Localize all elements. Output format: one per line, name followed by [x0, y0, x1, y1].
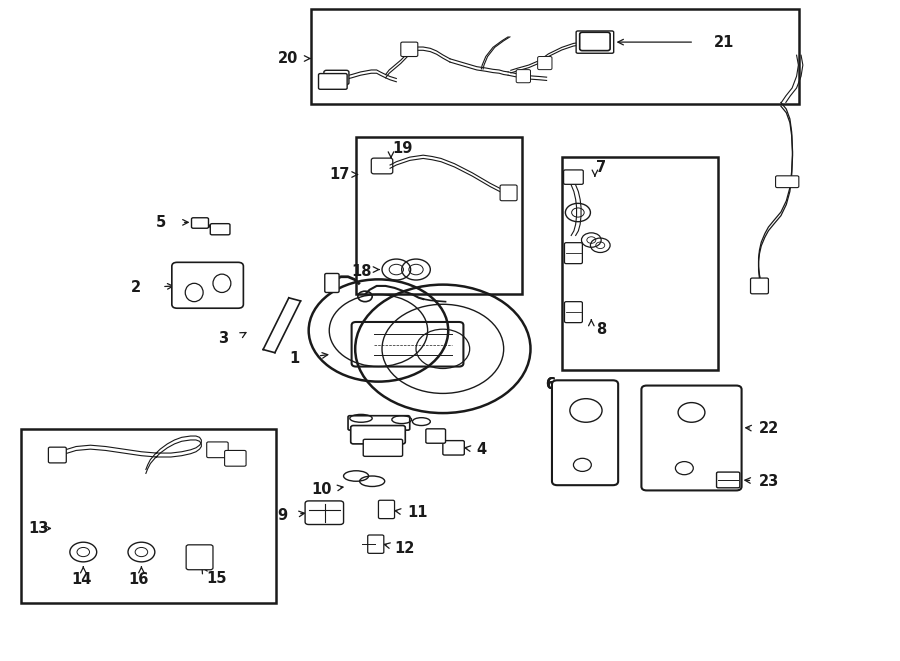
Text: 15: 15: [207, 570, 227, 586]
FancyBboxPatch shape: [443, 441, 464, 455]
Text: 7: 7: [596, 161, 606, 175]
Bar: [311, 9, 799, 104]
FancyBboxPatch shape: [364, 440, 402, 456]
FancyBboxPatch shape: [400, 42, 418, 57]
Text: 9: 9: [277, 508, 287, 523]
FancyBboxPatch shape: [426, 429, 446, 444]
Text: 11: 11: [407, 505, 428, 520]
FancyBboxPatch shape: [348, 416, 410, 430]
Text: 18: 18: [352, 264, 373, 279]
FancyBboxPatch shape: [372, 158, 392, 174]
Text: 20: 20: [277, 51, 298, 66]
FancyBboxPatch shape: [776, 176, 799, 188]
Bar: [356, 137, 522, 294]
FancyBboxPatch shape: [552, 380, 618, 485]
FancyBboxPatch shape: [351, 426, 405, 444]
FancyBboxPatch shape: [580, 32, 610, 51]
Bar: [562, 157, 718, 369]
Text: 5: 5: [157, 215, 166, 230]
FancyBboxPatch shape: [564, 243, 582, 264]
Text: 13: 13: [28, 521, 49, 536]
Text: 2: 2: [131, 280, 141, 295]
FancyBboxPatch shape: [751, 278, 769, 293]
FancyBboxPatch shape: [642, 385, 742, 490]
FancyBboxPatch shape: [517, 69, 530, 83]
FancyBboxPatch shape: [378, 500, 394, 519]
Text: 3: 3: [218, 331, 229, 346]
FancyBboxPatch shape: [172, 262, 243, 308]
FancyBboxPatch shape: [716, 472, 740, 488]
Text: 12: 12: [394, 541, 415, 556]
FancyBboxPatch shape: [207, 442, 229, 457]
FancyBboxPatch shape: [186, 545, 213, 570]
FancyBboxPatch shape: [192, 217, 209, 228]
Text: 17: 17: [329, 167, 350, 182]
FancyBboxPatch shape: [537, 57, 552, 69]
FancyBboxPatch shape: [564, 301, 582, 323]
Bar: [21, 429, 275, 603]
FancyBboxPatch shape: [500, 185, 518, 201]
Text: 10: 10: [311, 482, 332, 496]
Text: 22: 22: [759, 421, 778, 436]
FancyBboxPatch shape: [352, 322, 464, 367]
Text: 4: 4: [477, 442, 487, 457]
FancyBboxPatch shape: [576, 31, 614, 54]
Text: 19: 19: [392, 141, 412, 156]
FancyBboxPatch shape: [319, 73, 347, 89]
Text: 6: 6: [545, 377, 555, 392]
Text: 1: 1: [290, 350, 300, 366]
FancyBboxPatch shape: [368, 535, 383, 553]
FancyBboxPatch shape: [49, 447, 67, 463]
FancyBboxPatch shape: [211, 223, 230, 235]
Text: 8: 8: [596, 322, 606, 336]
Text: 21: 21: [714, 34, 734, 50]
FancyBboxPatch shape: [305, 501, 344, 525]
FancyBboxPatch shape: [563, 170, 583, 184]
Text: 23: 23: [759, 474, 778, 488]
FancyBboxPatch shape: [225, 450, 246, 466]
FancyBboxPatch shape: [325, 274, 339, 292]
Text: 6: 6: [545, 377, 555, 392]
FancyBboxPatch shape: [324, 70, 349, 85]
Text: 14: 14: [71, 572, 92, 587]
Text: 16: 16: [129, 572, 148, 587]
